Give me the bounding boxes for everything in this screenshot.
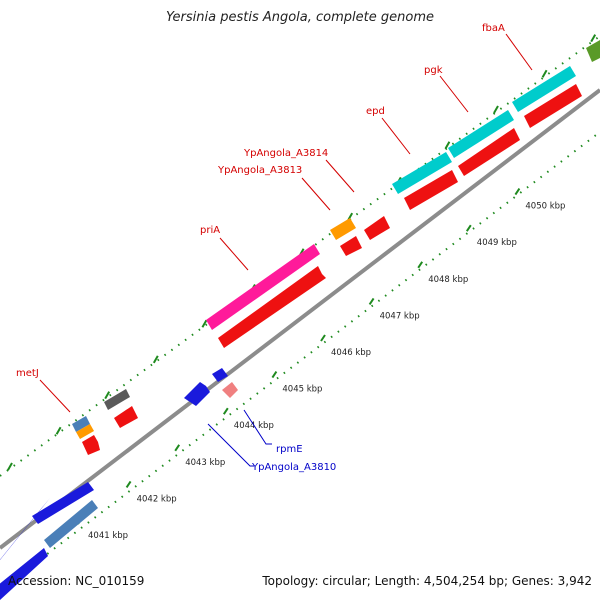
outer-tick [541,69,548,78]
leader-A3813 [301,177,331,211]
leader-rpmE [243,409,272,445]
gene-block[interactable] [114,406,138,428]
kbp-tick [125,480,132,488]
gene-block[interactable] [44,500,98,548]
gene-block[interactable] [364,216,390,240]
outer-tick [7,462,13,471]
leader-A3814 [325,159,355,193]
gene-block[interactable] [218,266,326,348]
gene-labels: metJ priA YpAngola_A3813 YpAngola_A3814 … [16,23,505,473]
gene-block[interactable] [206,244,320,330]
kbp-tick [320,334,326,342]
kbp-tick [417,261,424,269]
gene-label-YpAngola_A3813[interactable]: YpAngola_A3813 [217,165,302,176]
middle-dotted-track [0,131,600,591]
leader-fbaA [505,33,533,71]
gene-label-YpAngola_A3810[interactable]: YpAngola_A3810 [251,462,336,473]
kbp-tick-label: 4042 kbp [137,494,177,504]
kbp-tick-label: 4048 kbp [428,275,468,285]
kbp-tick-label: 4044 kbp [234,421,274,431]
leader-metJ [39,379,71,413]
gene-block[interactable] [72,416,90,432]
gene-block[interactable] [212,368,228,382]
kbp-tick-label: 4046 kbp [331,348,371,358]
gene-block[interactable] [222,382,238,398]
gene-label-fbaA[interactable]: fbaA [482,23,505,34]
gene-block[interactable] [404,170,458,210]
gene-block[interactable] [76,424,94,439]
kbp-tick-marks: 4041 kbp 4042 kbp 4043 kbp 4044 kbp 4045 kbp… [77,188,565,541]
outer-tick [152,355,159,364]
gene-block[interactable] [392,152,452,194]
gene-block[interactable] [82,435,100,455]
gene-label-YpAngola_A3814[interactable]: YpAngola_A3814 [243,148,328,159]
forward-genes-red [82,84,582,455]
gene-block[interactable] [184,382,210,406]
gene-label-metJ[interactable]: metJ [16,368,39,379]
leader-pgk [439,75,469,113]
gene-block[interactable] [458,128,520,176]
outer-tick [104,391,111,400]
gene-label-rpmE[interactable]: rpmE [276,444,303,455]
kbp-tick [368,297,375,305]
gene-block[interactable] [524,84,582,128]
gene-block[interactable] [104,389,130,410]
kbp-tick-label: 4041 kbp [88,531,128,541]
kbp-tick [271,371,278,379]
outer-tick [444,141,451,150]
kbp-tick-label: 4049 kbp [477,238,517,248]
accession-text: Accession: NC_010159 [8,574,145,588]
gene-block[interactable] [32,482,94,524]
label-leader-lines [39,33,533,467]
forward-genes [0,40,600,560]
reverse-genes [0,368,238,600]
gene-block[interactable] [448,110,514,158]
gene-label-epd[interactable]: epd [366,106,385,117]
leader-A3810 [207,423,254,467]
gene-label-pgk[interactable]: pgk [424,65,443,76]
kbp-tick-label: 4045 kbp [282,385,322,395]
map-title: Yersinia pestis Angola, complete genome [166,10,434,25]
gene-block[interactable] [330,218,356,240]
kbp-tick [465,224,472,232]
gene-block[interactable] [512,66,576,112]
kbp-tick-label: 4050 kbp [525,202,565,212]
leader-priA [219,237,249,271]
kbp-tick [514,188,521,196]
genome-summary-text: Topology: circular; Length: 4,504,254 bp… [262,574,592,588]
kbp-tick-label: 4043 kbp [185,458,225,468]
genome-backbone [0,88,600,550]
kbp-tick [174,444,181,452]
kbp-tick-label: 4047 kbp [380,311,420,321]
gene-block[interactable] [0,548,48,600]
outer-tick [201,319,208,328]
gene-label-priA[interactable]: priA [200,225,220,236]
gene-block[interactable] [340,236,362,256]
outer-tick [55,426,62,435]
outer-tick [590,34,597,43]
kbp-tick [222,407,229,415]
leader-epd [381,117,411,155]
outer-tick [493,105,499,114]
gene-block[interactable] [586,40,600,62]
